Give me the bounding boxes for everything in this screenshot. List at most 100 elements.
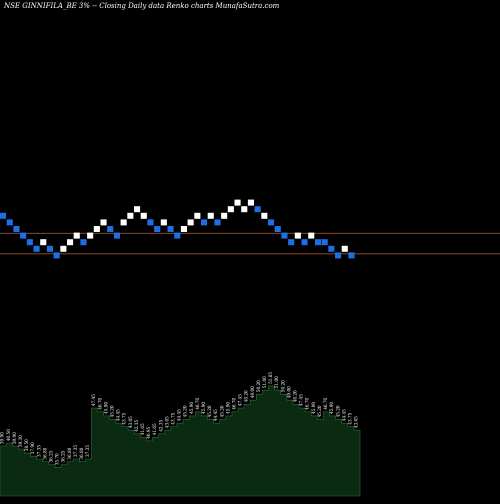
renko-brick [67,239,74,246]
renko-brick [335,252,342,259]
volume-label: 45.20 [219,405,224,417]
renko-brick [120,219,127,226]
renko-brick [93,226,100,232]
renko-bricks [0,199,355,259]
volume-label: 50.20 [256,380,261,392]
volume-area [0,385,361,497]
volume-label: 50.20 [280,380,285,392]
renko-brick [301,239,308,246]
renko-brick [227,206,234,213]
renko-brick [314,239,321,246]
volume-label: 51.00 [274,376,279,388]
renko-brick [140,212,147,219]
volume-label: 45.20 [110,405,115,417]
renko-brick [20,232,27,239]
volume-label: 49.00 [250,386,255,398]
renko-brick [60,245,67,252]
volume-label: 40.95 [146,426,151,438]
renko-brick [294,232,301,239]
volume-label: 46.70 [195,397,200,409]
renko-brick [134,206,141,213]
volume-label: 45.20 [183,405,188,417]
renko-brick [107,226,114,232]
renko-brick [13,226,20,232]
volume-label: 46.70 [232,397,237,409]
volume-labels: 39.90 40.50 39.90 39.30 38.50 37.90 37.35 36.80… [0,372,359,466]
volume-label: 42.35 [134,419,139,431]
renko-brick [308,232,315,239]
renko-brick [247,199,254,206]
renko-brick [87,232,94,239]
renko-brick [53,252,60,259]
volume-label: 37.35 [85,445,90,457]
renko-brick [207,212,214,219]
volume-area-path [0,385,361,497]
renko-brick [154,226,161,232]
renko-brick [281,232,288,239]
renko-brick [180,226,187,232]
renko-brick [194,212,201,219]
volume-label: 43.05 [164,416,169,428]
volume-label: 45.20 [335,405,340,417]
volume-label: 37.35 [73,445,78,457]
volume-label: 46.70 [97,397,102,409]
volume-label: 47.45 [91,394,96,406]
volume-label: 45.90 [189,402,194,414]
volume-label: 37.35 [36,445,41,457]
renko-brick [221,212,228,219]
volume-label: 45.20 [207,405,212,417]
volume-label: 35.70 [55,453,60,465]
volume-label: 51.85 [268,372,273,384]
renko-brick [261,212,268,219]
renko-brick [73,232,80,239]
renko-brick [127,212,134,219]
renko-brick [348,252,355,259]
volume-label: 43.05 [354,416,359,428]
volume-label: 43.75 [122,412,127,424]
volume-label: 40.50 [6,429,11,441]
volume-label: 36.80 [79,447,84,459]
renko-brick [113,232,120,239]
volume-label: 46.70 [305,397,310,409]
renko-brick [80,239,87,246]
renko-brick [341,245,348,252]
chart-title: NSE GINNIFILA_BE 3% -- Closing Daily dat… [4,2,280,10]
renko-brick [288,239,295,246]
volume-label: 36.80 [42,447,47,459]
volume-label: 48.20 [244,390,249,402]
renko-brick [167,226,174,232]
volume-label: 43.75 [348,412,353,424]
volume-label: 45.90 [201,402,206,414]
renko-brick [328,245,335,252]
volume-label: 44.45 [213,409,218,421]
renko-brick [33,245,40,252]
volume-label: 49.00 [286,386,291,398]
volume-label: 45.20 [317,405,322,417]
renko-brick [201,219,208,226]
renko-brick [274,226,281,232]
renko-brick [6,219,13,226]
volume-label: 43.75 [171,412,176,424]
volume-label: 39.90 [12,432,17,444]
renko-brick [46,245,53,252]
volume-label: 43.05 [128,416,133,428]
volume-label: 45.90 [329,402,334,414]
reference-lines [0,232,500,255]
renko-brick [174,232,181,239]
volume-label: 45.90 [103,402,108,414]
volume-label: 46.70 [323,397,328,409]
renko-brick [321,239,328,246]
volume-label: 44.45 [177,409,182,421]
renko-brick [254,206,261,213]
renko-brick [147,219,154,226]
renko-brick [268,219,275,226]
renko-brick [100,219,107,226]
renko-brick [160,219,167,226]
volume-label: 39.30 [18,435,23,447]
volume-label: 47.45 [238,394,243,406]
renko-brick [0,212,7,219]
volume-label: 48.20 [293,390,298,402]
renko-brick [214,219,221,226]
